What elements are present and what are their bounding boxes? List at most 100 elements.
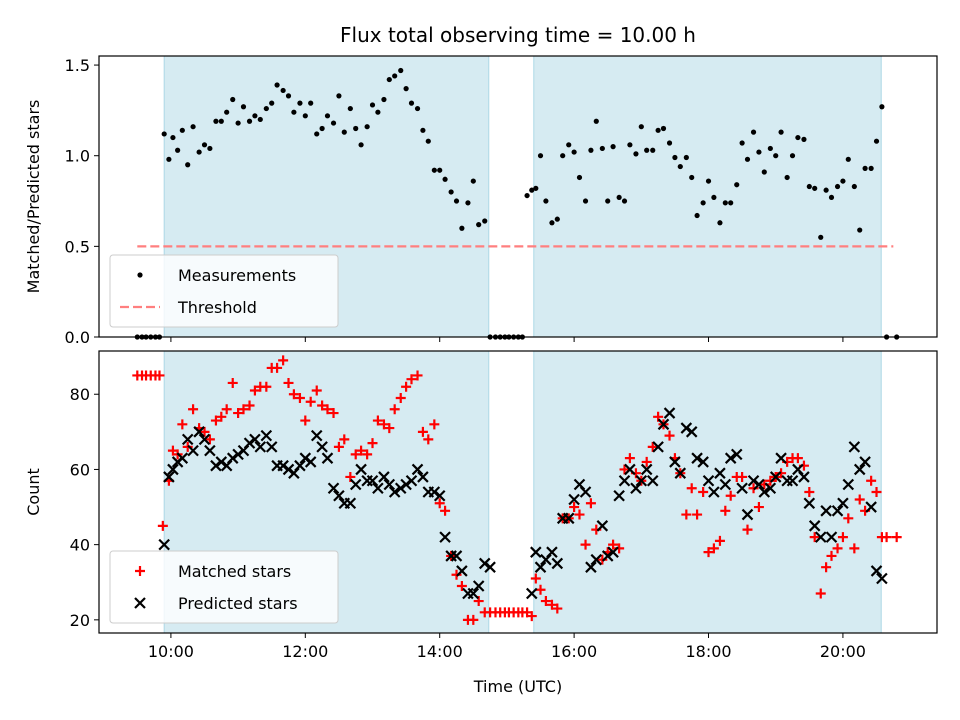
predicted-stars-point (775, 452, 787, 464)
matched-stars-point (384, 423, 395, 434)
matched-stars-point (417, 426, 428, 437)
predicted-stars-point (579, 486, 592, 498)
measurement-point (465, 200, 471, 206)
matched-stars-point (378, 419, 389, 430)
predicted-stars-point (344, 497, 357, 510)
measurement-point (873, 138, 880, 144)
predicted-stars-point (865, 501, 877, 513)
predicted-stars-point (525, 587, 538, 600)
predicted-stars-point (260, 429, 273, 442)
predicted-stars-point (596, 520, 609, 532)
matched-stars-point (401, 381, 412, 392)
measurement-point (207, 145, 213, 152)
measurement-point (818, 234, 824, 240)
predicted-stars-point (265, 441, 278, 453)
predicted-stars-point (613, 489, 625, 502)
predicted-stars-point (820, 505, 832, 517)
matched-stars-point (317, 400, 328, 411)
predicted-stars-point (472, 580, 485, 592)
matched-stars-point (737, 471, 748, 482)
matched-stars-point (686, 483, 697, 494)
predicted-stars-point (310, 429, 323, 442)
matched-stars-point (681, 509, 692, 520)
matched-stars-point (535, 584, 546, 595)
bottom-y-tick-label: 60 (70, 460, 90, 479)
top-panel-legend: Measurements Threshold (109, 254, 339, 328)
measurement-point (739, 140, 745, 146)
measurement-point (655, 127, 661, 133)
matched-stars-point (339, 434, 350, 445)
measurement-point (789, 153, 796, 159)
measurement-point (408, 100, 415, 106)
measurement-point (734, 182, 740, 188)
matched-stars-point (809, 532, 820, 543)
matched-stars-point (608, 539, 619, 550)
predicted-stars-point (607, 546, 619, 558)
matched-stars-point (188, 404, 199, 415)
predicted-stars-point (764, 482, 777, 495)
measurement-point (179, 127, 185, 133)
measurement-point (185, 162, 191, 168)
measurement-point (364, 124, 370, 130)
top-panel-frame (98, 55, 938, 338)
matched-stars-point (641, 456, 652, 467)
matched-stars-point (569, 502, 580, 513)
measurement-point (524, 192, 530, 199)
measurement-point (823, 187, 829, 193)
matched-stars-point (429, 419, 440, 430)
matched-stars-point (157, 520, 168, 531)
matched-stars-point (552, 603, 563, 614)
predicted-stars-point (215, 456, 228, 468)
measurement-point (431, 167, 437, 173)
bottom-y-tick-label: 80 (70, 385, 90, 404)
measurement-point (291, 109, 297, 115)
x-tick-label: 14:00 (417, 642, 463, 661)
predicted-stars-point (439, 531, 451, 543)
matched-stars-point (362, 449, 373, 460)
predicted-stars-point (814, 531, 827, 543)
measurement-point (482, 218, 488, 224)
predicted-stars-point (534, 561, 547, 573)
measurement-point (161, 131, 167, 137)
measurement-point (537, 153, 544, 159)
predicted-stars-point (853, 463, 866, 476)
predicted-stars-point (551, 557, 564, 570)
measurement-point (857, 227, 863, 233)
matched-stars-point (244, 400, 255, 411)
predicted-stars-point (254, 441, 267, 453)
predicted-stars-point (243, 437, 256, 449)
measurement-point (213, 118, 219, 124)
measurement-point (756, 149, 762, 155)
measurement-point (633, 151, 639, 157)
matched-stars-point (804, 487, 815, 497)
matched-stars-point (468, 614, 479, 625)
predicted-stars-point (456, 565, 468, 577)
measurement-point (610, 144, 616, 150)
matched-stars-point (574, 509, 585, 520)
predicted-stars-point (724, 452, 737, 464)
predicted-stars-point (546, 546, 558, 558)
measurement-point (420, 127, 426, 133)
measurement-point (660, 125, 667, 132)
measurement-point (324, 113, 331, 119)
predicted-stars-point (232, 448, 244, 461)
bottom-panel: 10:00 12:00 14:00 16:00 18:00 20:00 20 40 60 80 C… (24, 350, 938, 661)
top-panel-ticks: 0.0 0.5 1.0 1.5 (65, 56, 844, 347)
measurement-point (476, 222, 482, 228)
measurement-point (666, 140, 673, 146)
matched-stars-point (272, 362, 283, 373)
measurement-point (240, 104, 247, 110)
x-tick-label: 12:00 (282, 642, 328, 661)
matched-stars-point (456, 581, 467, 591)
predicted-stars-point (562, 512, 575, 525)
predicted-stars-point (714, 467, 726, 479)
matched-stars-point (619, 464, 630, 475)
measurement-point (840, 178, 846, 184)
measurement-point (529, 187, 535, 193)
predicted-stars-point (428, 486, 441, 498)
matched-stars-point (278, 355, 289, 366)
matched-stars-point (333, 441, 344, 452)
predicted-stars-point (467, 587, 480, 600)
predicted-stars-point (304, 456, 317, 468)
measurement-point (230, 96, 236, 103)
